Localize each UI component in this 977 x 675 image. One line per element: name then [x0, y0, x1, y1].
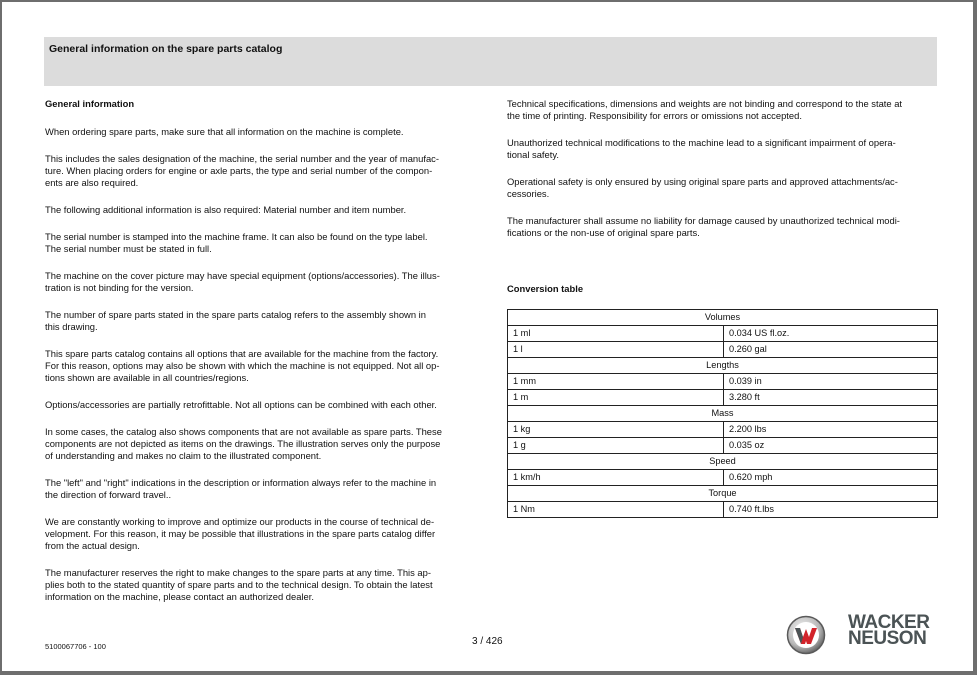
wacker-neuson-emblem-icon [786, 615, 826, 655]
logo-text: WACKER NEUSON [848, 612, 930, 649]
paragraph-line: of understanding and makes no claim to t… [45, 450, 322, 461]
paragraph-line: The serial number is stamped into the ma… [45, 231, 428, 242]
converted-value-cell: 0.034 US fl.oz. [723, 325, 938, 342]
paragraph: The machine on the cover picture may hav… [45, 270, 485, 294]
paragraph: This spare parts catalog contains all op… [45, 348, 485, 384]
paragraph-line: information on the machine, please conta… [45, 591, 314, 602]
paragraph-line: plies both to the stated quantity of spa… [45, 579, 433, 590]
converted-value-cell: 3.280 ft [723, 389, 938, 406]
table-row: 1 m 3.280 ft [507, 389, 938, 406]
paragraph-line: The following additional information is … [45, 204, 407, 215]
table-row: 1 mm 0.039 in [507, 373, 938, 390]
paragraph-line: The machine on the cover picture may hav… [45, 270, 440, 281]
paragraph-line: fications or the non-use of original spa… [507, 227, 700, 238]
paragraph-line: tional safety. [507, 149, 559, 160]
converted-value-cell: 0.620 mph [723, 469, 938, 486]
paragraph-line: tration is not binding for the version. [45, 282, 194, 293]
paragraph: When ordering spare parts, make sure tha… [45, 126, 485, 138]
paragraph-line: ture. When placing orders for engine or … [45, 165, 433, 176]
paragraph-line: from the actual design. [45, 540, 140, 551]
paragraph-line: velopment. For this reason, it may be po… [45, 528, 436, 539]
paragraph: The serial number is stamped into the ma… [45, 231, 485, 255]
paragraph: Technical specifications, dimensions and… [507, 98, 942, 122]
paragraph-line: Options/accessories are partially retrof… [45, 399, 437, 410]
section-label: Mass [507, 405, 938, 422]
paragraph-line: Operational safety is only ensured by us… [507, 176, 898, 187]
converted-value-cell: 0.740 ft.lbs [723, 501, 938, 518]
paragraph-line: the direction of forward travel.. [45, 489, 172, 500]
paragraph: The following additional information is … [45, 204, 485, 216]
section-label: Lengths [507, 357, 938, 374]
unit-cell: 1 ml [507, 325, 724, 342]
paragraph-line: This includes the sales designation of t… [45, 153, 439, 164]
paragraph: In some cases, the catalog also shows co… [45, 426, 485, 462]
section-label: Torque [507, 485, 938, 502]
converted-value-cell: 0.039 in [723, 373, 938, 390]
paragraph-line: Technical specifications, dimensions and… [507, 98, 903, 109]
table-section-row: Mass [507, 405, 938, 422]
paragraph: We are constantly working to improve and… [45, 516, 485, 552]
unit-cell: 1 m [507, 389, 724, 406]
section-heading: General information [45, 98, 135, 109]
unit-cell: 1 g [507, 437, 724, 454]
converted-value-cell: 2.200 lbs [723, 421, 938, 438]
unit-cell: 1 l [507, 341, 724, 358]
unit-cell: 1 kg [507, 421, 724, 438]
page-number: 3 / 426 [472, 636, 503, 647]
paragraph-line: this drawing. [45, 321, 98, 332]
converted-value-cell: 0.035 oz [723, 437, 938, 454]
paragraph: Options/accessories are partially retrof… [45, 399, 485, 411]
table-row: 1 ml 0.034 US fl.oz. [507, 325, 938, 342]
paragraph-line: The number of spare parts stated in the … [45, 309, 426, 320]
paragraph-line: The "left" and "right" indications in th… [45, 477, 437, 488]
conversion-table-heading: Conversion table [507, 283, 584, 294]
paragraph-line: When ordering spare parts, make sure tha… [45, 126, 404, 137]
table-row: 1 Nm 0.740 ft.lbs [507, 501, 938, 518]
paragraph-line: cessories. [507, 188, 550, 199]
paragraph-line: the time of printing. Responsibility for… [507, 110, 802, 121]
unit-cell: 1 Nm [507, 501, 724, 518]
paragraph: This includes the sales designation of t… [45, 153, 485, 189]
wacker-neuson-logo: WACKER NEUSON [784, 612, 940, 656]
paragraph-line: In some cases, the catalog also shows co… [45, 426, 442, 437]
paragraph: Operational safety is only ensured by us… [507, 176, 942, 200]
section-header-band: General information on the spare parts c… [44, 37, 937, 86]
paragraph-line: tions shown are available in all countri… [45, 372, 249, 383]
conversion-table: Volumes 1 ml 0.034 US fl.oz. 1 l 0.260 gal Le… [507, 309, 938, 518]
unit-cell: 1 km/h [507, 469, 724, 486]
paragraph-line: ents are also required. [45, 177, 139, 188]
table-section-row: Speed [507, 453, 938, 470]
unit-cell: 1 mm [507, 373, 724, 390]
paragraph: The "left" and "right" indications in th… [45, 477, 485, 501]
table-row: 1 g 0.035 oz [507, 437, 938, 454]
table-section-row: Volumes [507, 309, 938, 326]
section-label: Speed [507, 453, 938, 470]
paragraph: The manufacturer reserves the right to m… [45, 567, 485, 603]
table-row: 1 kg 2.200 lbs [507, 421, 938, 438]
paragraph-line: The manufacturer shall assume no liabili… [507, 215, 900, 226]
page-title: General information on the spare parts c… [49, 43, 283, 55]
table-section-row: Torque [507, 485, 938, 502]
document-number: 5100067706 - 100 [45, 642, 106, 651]
paragraph-line: The manufacturer reserves the right to m… [45, 567, 431, 578]
paragraph-line: We are constantly working to improve and… [45, 516, 435, 527]
table-row: 1 km/h 0.620 mph [507, 469, 938, 486]
paragraph-line: The serial number must be stated in full… [45, 243, 212, 254]
paragraph-line: For this reason, options may also be sho… [45, 360, 440, 371]
paragraph: The manufacturer shall assume no liabili… [507, 215, 942, 239]
right-column: Technical specifications, dimensions and… [507, 98, 942, 254]
table-row: 1 l 0.260 gal [507, 341, 938, 358]
paragraph: The number of spare parts stated in the … [45, 309, 485, 333]
paragraph: Unauthorized technical modifications to … [507, 137, 942, 161]
section-label: Volumes [507, 309, 938, 326]
paragraph-line: This spare parts catalog contains all op… [45, 348, 439, 359]
paragraph-line: components are not depicted as items on … [45, 438, 441, 449]
table-section-row: Lengths [507, 357, 938, 374]
converted-value-cell: 0.260 gal [723, 341, 938, 358]
left-column: General information When ordering spare … [45, 98, 485, 618]
paragraph-line: Unauthorized technical modifications to … [507, 137, 896, 148]
